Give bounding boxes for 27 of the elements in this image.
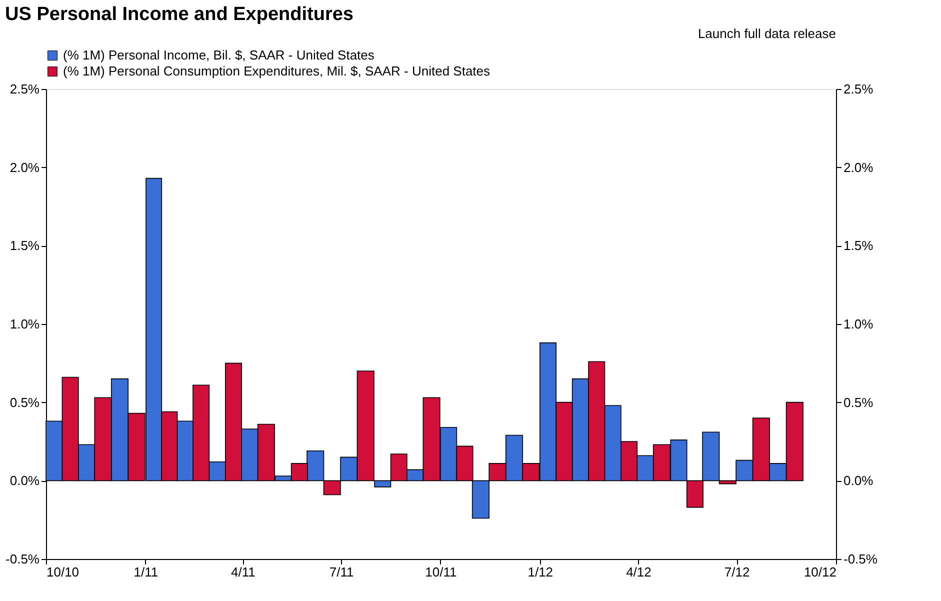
y2-tick-label: 2.0% bbox=[844, 160, 874, 175]
x-tick-label: 10/11 bbox=[425, 564, 457, 580]
legend-label: (% 1M) Personal Income, Bil. $, SAAR - United States bbox=[63, 48, 375, 62]
x-tick-label: 4/12 bbox=[626, 564, 652, 580]
x-tick-label: 4/11 bbox=[231, 564, 256, 580]
text: Launch full data release bbox=[698, 26, 836, 41]
y2-tick-label: 2.5% bbox=[844, 82, 874, 96]
y2-tick-label: 1.5% bbox=[844, 238, 874, 254]
y-tick-label: 0.0% bbox=[10, 473, 40, 488]
x-tick-label: 10/10 bbox=[46, 564, 80, 580]
y-tick-label: 1.0% bbox=[10, 316, 40, 332]
x-tick-label: 7/12 bbox=[724, 564, 750, 580]
chart-title: US Personal Income and Expenditures bbox=[5, 4, 354, 25]
y-tick-label: 2.0% bbox=[10, 160, 40, 175]
y-tick-label: 0.5% bbox=[10, 394, 40, 410]
y-tick-label: -0.5% bbox=[6, 552, 40, 566]
x-tick-label: 7/11 bbox=[329, 564, 354, 580]
y2-tick-label: 0.5% bbox=[844, 394, 874, 410]
y2-tick-label: 0.0% bbox=[844, 473, 874, 488]
y2-tick-label: -0.5% bbox=[844, 552, 878, 566]
y-tick-label: 1.5% bbox=[10, 238, 40, 254]
x-tick-label: 1/11 bbox=[134, 564, 158, 580]
x-tick-label: 10/12 bbox=[804, 564, 836, 580]
x-tick-label: 1/12 bbox=[528, 564, 554, 580]
y2-tick-label: 1.0% bbox=[844, 316, 874, 332]
y-tick-label: 2.5% bbox=[10, 82, 40, 96]
legend-label: (% 1M) Personal Consumption Expenditures, Mil. $, SAAR - United States bbox=[63, 64, 491, 78]
